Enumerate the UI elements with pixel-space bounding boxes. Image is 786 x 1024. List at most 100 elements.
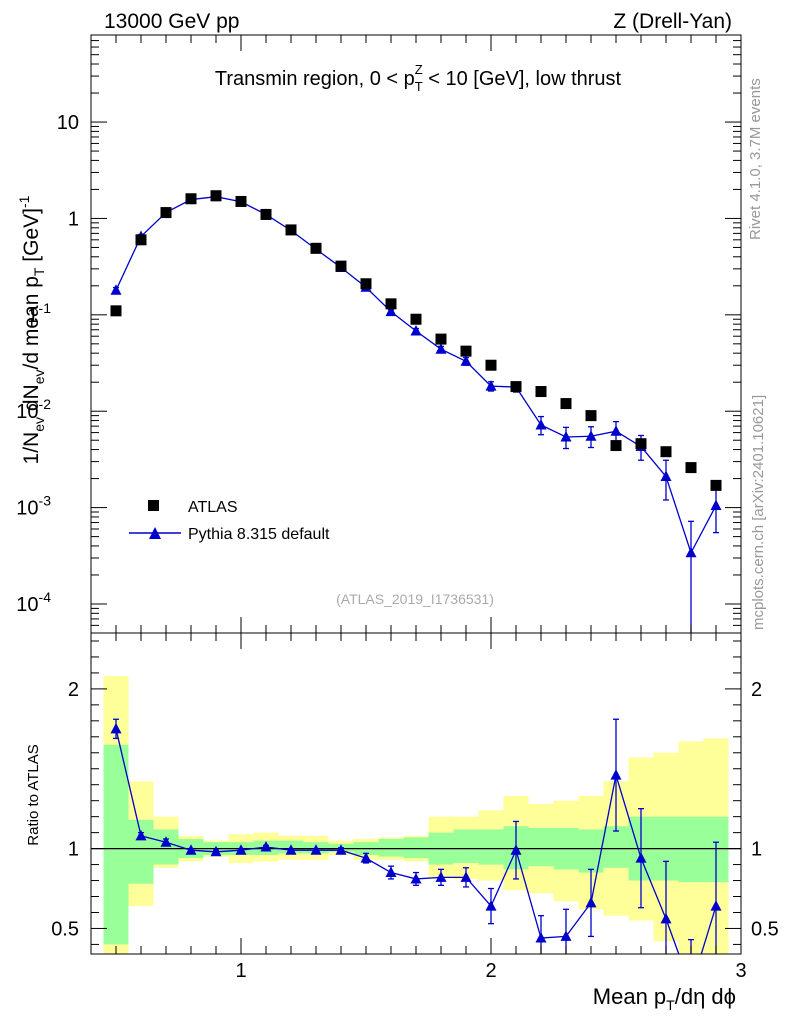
ratio-point xyxy=(235,844,247,855)
ratio-point xyxy=(260,841,272,852)
atlas-point xyxy=(510,381,522,393)
pythia-point xyxy=(610,425,622,436)
atlas-point xyxy=(385,298,397,310)
ratio-point xyxy=(585,896,597,908)
atlas-point xyxy=(635,438,647,450)
main-panel: 10-4 10-3 10-2 1-1 1 10 Transmin region, 0 < … xyxy=(16,34,742,634)
ratio-ytick-label-right: 0.5 xyxy=(751,918,779,940)
side-label-mcplots: mcplots.cern.ch [arXiv:2401.10621] xyxy=(750,395,767,630)
xtick-label: 2 xyxy=(485,960,496,982)
atlas-point xyxy=(535,386,547,398)
ratio-point xyxy=(310,844,322,855)
xtick-label: 3 xyxy=(735,960,746,982)
ratio-stat-band xyxy=(603,826,629,868)
atlas-point xyxy=(210,190,222,202)
main-ytick-label: 10-4 xyxy=(16,589,51,616)
ratio-point xyxy=(210,845,222,857)
atlas-point xyxy=(335,260,347,272)
main-ytick-label: 10 xyxy=(57,112,79,134)
ratio-point xyxy=(360,852,372,863)
main-ytick-label: 1 xyxy=(68,208,79,230)
atlas-point xyxy=(185,193,197,205)
ratio-stat-band xyxy=(403,837,429,859)
ratio-stat-band xyxy=(578,829,604,873)
ratio-point xyxy=(610,769,622,780)
ratio-point xyxy=(485,900,497,911)
atlas-point xyxy=(160,207,172,219)
ratio-stat-band xyxy=(103,744,129,945)
ratio-stat-band xyxy=(478,829,504,865)
ratio-ytick-label: 2 xyxy=(68,679,79,701)
ratio-axes: 0.5 0.5 1 1 2 2 1 2 3 xyxy=(51,633,779,982)
pythia-point xyxy=(710,499,722,511)
ratio-y-label: Ratio to ATLAS xyxy=(25,744,42,845)
ratio-point xyxy=(635,852,647,863)
atlas-point xyxy=(560,398,572,410)
pythia-point xyxy=(660,470,672,482)
ratio-point xyxy=(185,844,197,855)
atlas-point xyxy=(660,446,672,458)
legend: ATLAS Pythia 8.315 default xyxy=(129,499,330,543)
legend-atlas-marker xyxy=(148,500,159,511)
legend-atlas-label: ATLAS xyxy=(188,499,238,516)
ratio-panel: 0.5 0.5 1 1 2 2 1 2 3 Ratio to ATLAS Mean pT/dη … xyxy=(25,632,779,1013)
ratio-ytick-label-right: 1 xyxy=(751,839,762,861)
ratio-point xyxy=(160,836,172,847)
pythia-point xyxy=(435,343,447,354)
ratio-stat-band xyxy=(128,819,154,884)
pythia-point xyxy=(560,431,572,442)
pythia-point xyxy=(535,418,547,430)
reference-label: (ATLAS_2019_I1736531) xyxy=(336,591,494,607)
main-plot-area xyxy=(110,190,722,633)
title-prefix: Transmin region, 0 < p xyxy=(215,68,415,90)
atlas-point xyxy=(285,224,297,236)
ratio-point xyxy=(285,844,297,855)
ratio-stat-band xyxy=(678,816,704,883)
atlas-point xyxy=(485,359,497,371)
main-ytick-label: 10-2 xyxy=(16,396,51,423)
atlas-point xyxy=(110,305,122,317)
header-right: Z (Drell-Yan) xyxy=(613,10,732,33)
ratio-ytick-label: 1 xyxy=(68,839,79,861)
main-axes: 10-4 10-3 10-2 1-1 1 10 xyxy=(16,34,742,633)
atlas-point xyxy=(460,345,472,357)
pythia-point xyxy=(385,305,397,317)
atlas-point xyxy=(135,234,147,246)
pythia-point xyxy=(585,430,597,441)
x-axis-label: Mean pT/dη dϕ xyxy=(593,984,736,1013)
legend-pythia-label: Pythia 8.315 default xyxy=(188,526,330,543)
atlas-point xyxy=(410,313,422,325)
pythia-point xyxy=(410,324,422,336)
atlas-point xyxy=(710,479,722,491)
pythia-point xyxy=(110,284,122,295)
ratio-ytick-label: 0.5 xyxy=(51,918,79,940)
atlas-point xyxy=(610,440,622,452)
ratio-stat-band xyxy=(453,829,479,863)
main-y-label: 1/Nev dNev/d mean pT [GeV]-1 xyxy=(16,195,47,464)
main-ytick-label: 1-1 xyxy=(27,300,51,327)
atlas-point xyxy=(585,410,597,422)
ratio-point xyxy=(110,722,122,734)
atlas-point xyxy=(685,462,697,474)
ratio-stat-band xyxy=(153,829,179,865)
ratio-plot-area xyxy=(110,718,722,954)
ratio-point xyxy=(710,900,722,911)
title-sup: Z xyxy=(415,62,423,77)
atlas-point xyxy=(435,333,447,345)
pythia-point xyxy=(460,355,472,366)
main-title: Transmin region, 0 < pTZ < 10 [GeV], low… xyxy=(215,62,622,94)
ratio-point xyxy=(660,912,672,924)
ratio-stat-band xyxy=(528,827,554,867)
title-sub: T xyxy=(415,79,423,94)
atlas-point xyxy=(310,242,322,254)
atlas-point xyxy=(360,278,372,290)
ratio-point xyxy=(560,930,572,941)
ratio-stat-band xyxy=(378,839,404,857)
atlas-point xyxy=(260,208,272,220)
main-ytick-label: 10-3 xyxy=(16,493,51,520)
ratio-point xyxy=(435,871,447,882)
ratio-point xyxy=(135,829,147,841)
ratio-ytick-label-right: 2 xyxy=(751,679,762,701)
ratio-point xyxy=(460,871,472,882)
